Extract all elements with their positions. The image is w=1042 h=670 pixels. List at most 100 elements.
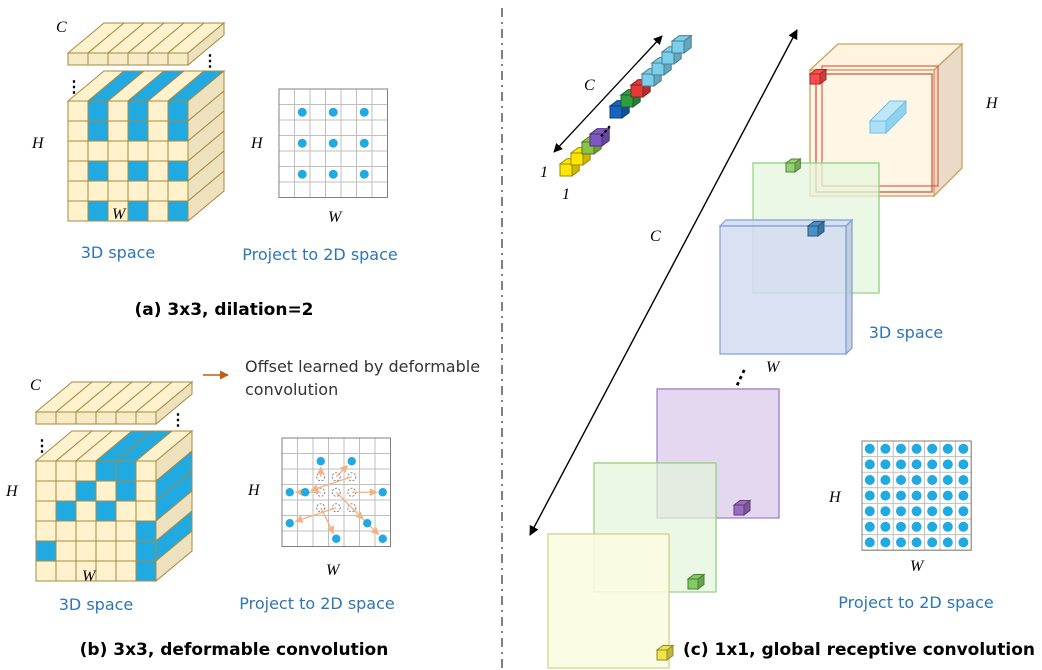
- slab-side: [155, 380, 193, 426]
- slice-top: [718, 219, 854, 227]
- cube-front-cell: [67, 120, 89, 142]
- global-sample-dot: [958, 506, 969, 517]
- global-sample-dot: [911, 537, 922, 548]
- kernel-cell: [115, 460, 137, 482]
- kernel-cell: [87, 200, 109, 222]
- proj-w-b: W: [326, 562, 341, 579]
- cube-front-cell: [135, 500, 157, 522]
- grid-a: [278, 88, 388, 198]
- cube-front-cell: [95, 480, 117, 502]
- slab-front-cell: [147, 52, 169, 66]
- proj-w-a: W: [328, 209, 343, 226]
- grid-border: [861, 440, 972, 551]
- kernel-cell: [87, 160, 109, 182]
- global-sample-dot: [958, 537, 969, 548]
- offset-arrow: [335, 464, 349, 478]
- channel-cubelet: [671, 40, 685, 54]
- slab-front-cell: [127, 52, 149, 66]
- cube-a-top-slab: [66, 21, 226, 67]
- dim-w-c: W: [766, 359, 781, 376]
- grid-border: [278, 88, 388, 198]
- cube-front-cell: [55, 460, 77, 482]
- dilated-sample-dot: [297, 138, 307, 148]
- cube-front-cell: [87, 180, 109, 202]
- deformed-sample-dot: [363, 519, 372, 528]
- caption-c: (c) 1x1, global receptive convolution: [683, 640, 1035, 660]
- global-sample-dot: [911, 490, 922, 501]
- dilated-sample-dot: [359, 138, 369, 148]
- kernel-cell: [127, 200, 149, 222]
- slab-front-cell: [135, 411, 157, 425]
- deformed-sample-dot: [378, 488, 387, 497]
- dots-cube-b-right: ⋮: [170, 412, 186, 429]
- cube-front-cell: [147, 160, 169, 182]
- global-sample-dot: [864, 443, 875, 454]
- global-sample-dot: [896, 537, 906, 548]
- global-sample-dot: [927, 443, 938, 454]
- cube-front-cell: [95, 560, 117, 582]
- dilated-sample-dot: [297, 169, 307, 179]
- cube-a-main: [66, 69, 226, 223]
- proj-h-b: H: [247, 482, 261, 499]
- grid-c: [861, 440, 972, 551]
- green-cubelet-lower: [687, 578, 699, 590]
- cube-front-cell: [75, 500, 97, 522]
- cube-front-cell: [107, 120, 129, 142]
- deformed-sample-dot: [285, 519, 294, 528]
- cube-front-cell: [95, 540, 117, 562]
- global-sample-dot: [942, 521, 953, 532]
- offset-legend-text-1: Offset learned by deformable: [245, 357, 480, 376]
- cube-front-cell: [115, 540, 137, 562]
- global-sample-dot: [958, 443, 969, 454]
- cube-front-cell: [135, 460, 157, 482]
- global-sample-dot: [880, 537, 891, 548]
- global-sample-dot: [942, 506, 953, 517]
- dim-c-vector: C: [584, 77, 595, 94]
- cube-front-cell: [107, 160, 129, 182]
- depth-arrow: [529, 29, 798, 536]
- dim-w-b: W: [82, 568, 97, 585]
- kernel-cell: [127, 120, 149, 142]
- dots-cube-a-left: ⋮: [66, 79, 82, 96]
- kernel-cell: [55, 500, 77, 522]
- channel-cubelet: [570, 152, 584, 166]
- global-sample-dot: [864, 475, 875, 485]
- dim-h-a: H: [31, 135, 45, 152]
- panel-c: C ⋮ H W 3D space ⋮ C 1 1 H W Project to …: [529, 29, 1035, 669]
- cube-front-cell: [135, 480, 157, 502]
- dim-h-c: H: [985, 95, 999, 112]
- cube-b-main: [34, 429, 194, 583]
- dim-h-b: H: [5, 483, 19, 500]
- cube-front-cell: [67, 200, 89, 222]
- cube-front-cell: [127, 140, 149, 162]
- dots-cube-b-left: ⋮: [34, 438, 50, 455]
- cube-front-cell: [75, 520, 97, 542]
- deformed-sample-dot: [316, 457, 325, 466]
- cube-front-cell: [127, 180, 149, 202]
- global-sample-dot: [942, 459, 953, 470]
- deformed-sample-dot: [332, 534, 341, 543]
- dim-c-a: C: [56, 19, 67, 36]
- dim-one-a: 1: [540, 164, 548, 181]
- global-sample-dot: [880, 475, 891, 485]
- dilated-sample-dot: [328, 138, 338, 148]
- dilated-sample-dot: [359, 107, 369, 117]
- regular-sample-dot: [347, 472, 357, 482]
- slice-blue: [718, 218, 854, 356]
- deformed-sample-dot: [301, 488, 310, 497]
- global-sample-dot: [942, 475, 953, 485]
- dim-c-depth: C: [650, 228, 661, 245]
- channel-cubelet: [620, 94, 634, 108]
- global-sample-dot: [942, 537, 953, 548]
- dilated-sample-dot: [328, 107, 338, 117]
- slab-side: [187, 21, 225, 67]
- kernel-cell: [35, 540, 57, 562]
- kernel-cell: [135, 540, 157, 562]
- proj-h-a: H: [250, 135, 264, 152]
- proj-label-b: Project to 2D space: [239, 594, 395, 613]
- space3d-label-a: 3D space: [81, 243, 156, 262]
- kernel-cell: [167, 120, 189, 142]
- cube-front-cell: [67, 140, 89, 162]
- kernel-cell: [167, 160, 189, 182]
